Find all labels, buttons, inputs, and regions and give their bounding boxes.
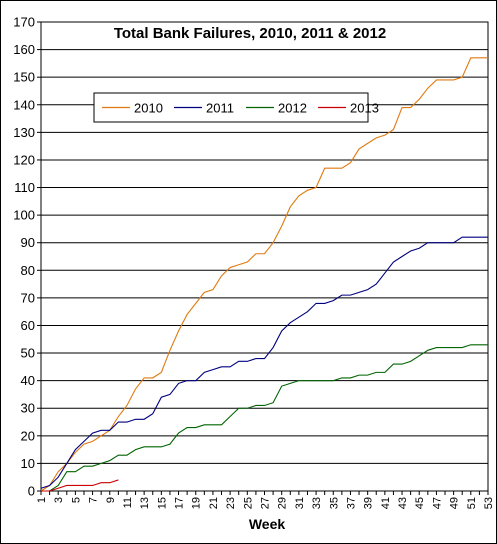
y-tick-label: 70 [21, 290, 35, 305]
y-tick-label: 90 [21, 235, 35, 250]
x-axis-label: Week [249, 516, 286, 532]
x-tick-label: 13 [139, 497, 151, 509]
plot-area [40, 21, 489, 492]
x-tick-label: 19 [191, 497, 203, 509]
legend-label-2010: 2010 [134, 101, 163, 116]
legend: 2010 2011 2012 2013 [93, 92, 379, 123]
gridlines [41, 21, 488, 464]
x-tick-label: 39 [363, 497, 375, 509]
y-tick-label: 130 [13, 125, 35, 140]
y-tick-label: 50 [21, 346, 35, 361]
series-lines [40, 57, 488, 492]
x-tick-label: 31 [294, 497, 306, 509]
y-axis-tick-labels: 0 10 20 30 40 50 60 70 80 90 100 110 120 130 140 150 160… [13, 15, 41, 499]
x-tick-label: 29 [277, 497, 289, 509]
x-tick-label: 43 [397, 497, 409, 509]
series-line-2012 [41, 344, 488, 492]
x-tick-label: 35 [328, 497, 340, 509]
y-tick-label: 140 [13, 97, 35, 112]
x-tick-label: 15 [156, 497, 168, 509]
y-tick-label: 40 [21, 373, 35, 388]
y-tick-label: 60 [21, 318, 35, 333]
series-line-2013 [41, 479, 119, 492]
y-tick-label: 80 [21, 263, 35, 278]
x-tick-label: 37 [345, 497, 357, 509]
chart-title: Total Bank Failures, 2010, 2011 & 2012 [114, 25, 386, 42]
x-tick-label: 49 [449, 497, 461, 509]
y-tick-label: 10 [21, 456, 35, 471]
y-tick-label: 110 [14, 180, 35, 195]
y-tick-label: 0 [28, 484, 35, 499]
x-axis-tick-labels: 1 3 5 7 9 11 13 15 17 19 21 23 25 27 29 31 33 35 37 39 41 43 4… [36, 491, 495, 509]
legend-label-2011: 2011 [206, 101, 234, 116]
x-tick-label: 9 [105, 497, 117, 503]
x-tick-label: 21 [208, 497, 220, 509]
x-tick-label: 27 [260, 497, 272, 509]
y-tick-label: 30 [21, 401, 35, 416]
x-tick-label: 41 [380, 497, 392, 509]
y-tick-label: 160 [13, 42, 35, 57]
y-tick-label: 20 [21, 428, 35, 443]
legend-label-2013: 2013 [350, 101, 379, 116]
y-tick-label: 100 [13, 208, 35, 223]
x-tick-label: 1 [36, 497, 48, 503]
legend-label-2012: 2012 [278, 101, 307, 116]
y-tick-label: 150 [13, 70, 35, 85]
x-tick-label: 3 [53, 497, 65, 503]
x-tick-label: 53 [483, 497, 495, 509]
x-tick-label: 5 [70, 497, 82, 503]
x-tick-label: 23 [225, 497, 237, 509]
y-tick-label: 170 [13, 15, 35, 30]
x-tick-label: 47 [431, 497, 443, 509]
x-tick-label: 7 [88, 497, 100, 503]
series-line-2011 [40, 236, 488, 489]
x-tick-label: 17 [174, 497, 186, 509]
x-tick-label: 51 [466, 497, 478, 509]
x-tick-label: 33 [311, 497, 323, 509]
x-tick-label: 11 [122, 497, 134, 508]
x-tick-label: 25 [242, 497, 254, 509]
series-line-2010 [40, 57, 488, 492]
y-tick-label: 120 [13, 152, 35, 167]
x-tick-label: 45 [414, 497, 426, 509]
